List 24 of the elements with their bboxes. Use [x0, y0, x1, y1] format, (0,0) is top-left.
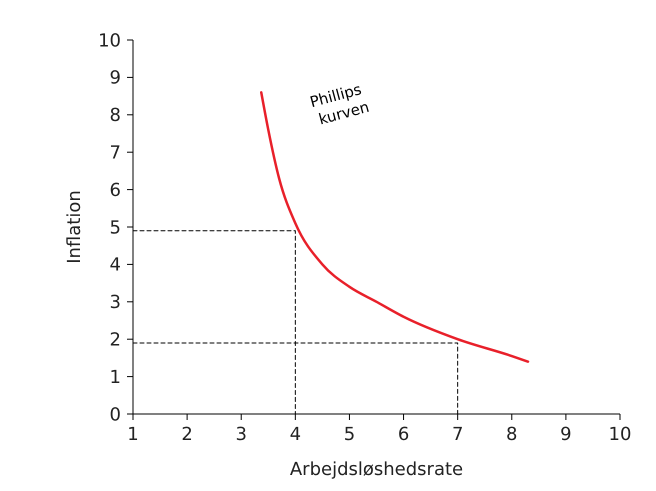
- y-tick-label: 10: [98, 30, 121, 52]
- x-tick-label: 9: [560, 424, 572, 445]
- y-tick-label: 1: [110, 366, 121, 388]
- x-tick-label: 1: [127, 424, 139, 445]
- y-tick-label: 5: [110, 217, 121, 238]
- y-axis-title: Inflation: [64, 190, 85, 264]
- y-tick-label: 2: [110, 330, 121, 350]
- y-tick-label: 6: [110, 180, 121, 201]
- y-tick-label: 4: [110, 254, 121, 276]
- x-tick-label: 2: [181, 424, 193, 445]
- y-tick-label: 8: [110, 105, 121, 126]
- y-tick-label: 0: [110, 404, 121, 426]
- y-tick-label: 3: [110, 292, 121, 314]
- x-tick-label: 4: [290, 424, 302, 445]
- x-tick-label: 10: [608, 424, 632, 445]
- y-tick-label: 9: [110, 68, 121, 89]
- x-tick-label: 6: [398, 424, 410, 445]
- x-tick-label: 7: [452, 424, 464, 445]
- annotation: Phillips kurven: [308, 80, 372, 128]
- x-tick-label: 5: [344, 424, 356, 445]
- y-tick-label: 7: [110, 142, 121, 164]
- x-tick-label: 3: [235, 424, 247, 445]
- x-tick-label: 8: [506, 424, 518, 445]
- x-axis-title: Arbejdsløshedsrate: [290, 459, 464, 480]
